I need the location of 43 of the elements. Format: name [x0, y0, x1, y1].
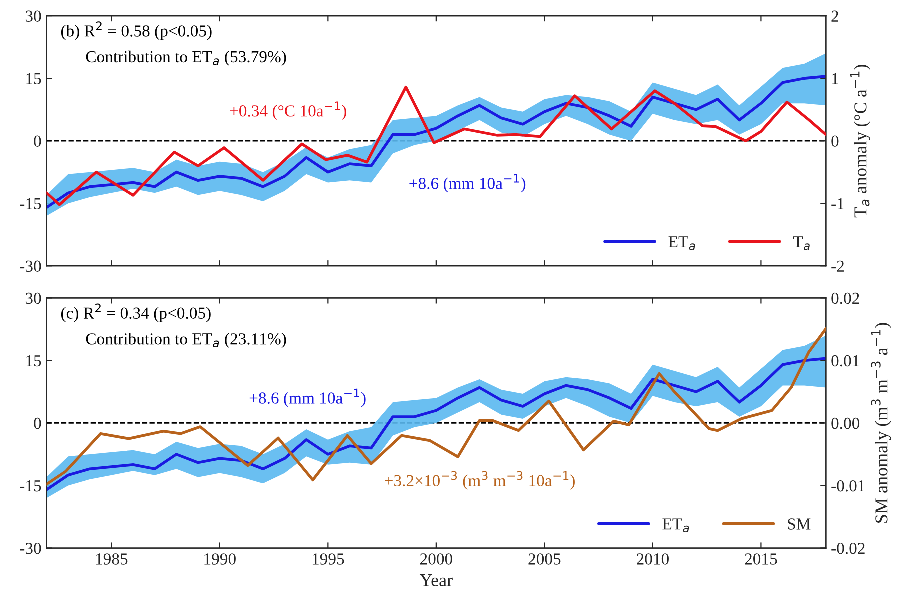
- y2-tick-label: 0.01: [832, 355, 860, 367]
- text: +3.2×10$^{−3}$ (m$^{3}$ m$^{−3}$ 10a$^{−1}$): [385, 471, 575, 490]
- legend-label: ET$_{a}$: [668, 236, 696, 250]
- y2-tick-label: 0: [832, 136, 839, 148]
- x-tick-label: 2010: [637, 554, 669, 565]
- y-tick-label: 15: [26, 73, 42, 85]
- y-tick-label: -30: [20, 260, 42, 272]
- y2-axis-title: T$_{a}$ anomaly (°C a$^{−1}$): [850, 65, 870, 218]
- y-tick-label: -30: [20, 542, 42, 554]
- y-tick-label: 30: [26, 10, 42, 22]
- y2-tick-label: -0.02: [832, 542, 865, 554]
- legend-label: SM: [788, 518, 811, 530]
- annotation: +8.6 (mm 10a$^{−1}$): [410, 174, 526, 193]
- line-series: [46, 357, 826, 492]
- y2-tick-label: 0.00: [832, 418, 860, 430]
- y2-tick-label: 0.02: [832, 292, 860, 304]
- y2-tick-label: 1: [832, 73, 838, 84]
- y-tick-label: 0: [34, 418, 42, 430]
- y2-tick-label: -0.01: [832, 480, 865, 492]
- annotation: +8.6 (mm 10a$^{−1}$): [250, 388, 366, 408]
- annotation: Contribution to ET$_{a}$ (23.11%): [86, 333, 286, 348]
- x-tick-label: 1985: [96, 554, 128, 565]
- y2-axis-title: SM anomaly (m$^{3}$ m$^{−3}$ a$^{−1}$): [871, 323, 892, 523]
- y-tick-label: 0: [34, 136, 42, 148]
- y2-tick-label: -1: [832, 198, 844, 210]
- y-tick-label: 30: [26, 292, 42, 304]
- x-tick-label: 2000: [420, 554, 452, 565]
- x-tick-label: 1995: [312, 554, 344, 565]
- annotation: +0.34 (°C 10a$^{−1}$): [230, 102, 346, 120]
- y2-tick-label: -2: [832, 260, 844, 272]
- x-tick-label: 2015: [745, 554, 778, 565]
- legend-label: ET$_{a}$: [662, 518, 690, 533]
- annotation: Contribution to ET$_{a}$ (53.79%): [86, 50, 286, 66]
- x-axis-title: Year: [420, 574, 453, 586]
- y2-tick-label: 2: [832, 10, 838, 22]
- legend-label: T$_{a}$: [793, 236, 810, 250]
- annotation: (c) R$^{2}$ = 0.34 (p<0.05): [61, 304, 211, 322]
- x-tick-label: 1990: [204, 554, 236, 565]
- y-tick-label: -15: [20, 480, 42, 492]
- x-tick-label: 2005: [528, 554, 561, 565]
- annotation: (b) R$^{2}$ = 0.58 (p<0.05): [61, 22, 212, 40]
- y-tick-label: 15: [26, 355, 42, 367]
- y-tick-label: -15: [20, 198, 42, 210]
